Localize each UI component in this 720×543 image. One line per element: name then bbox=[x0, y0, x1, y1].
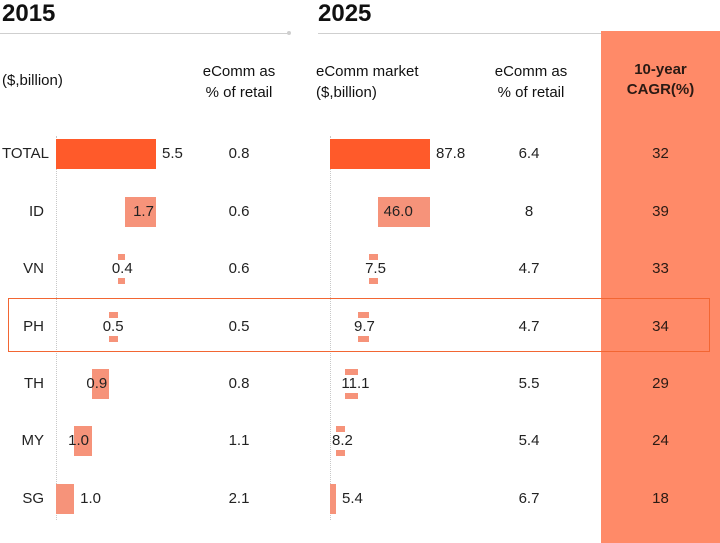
share-2015-header-line1: eComm as bbox=[202, 63, 276, 80]
value-2015-id: 1.7 bbox=[133, 203, 154, 220]
market-2025-header-line1: eComm market bbox=[316, 63, 419, 80]
value-2015-my: 1.0 bbox=[68, 432, 90, 449]
bar-2015-ph-lower bbox=[108, 336, 118, 342]
bar-2025-total bbox=[330, 139, 430, 169]
unit-2015-header: ($,billion) bbox=[2, 72, 63, 89]
share-2025-total: 6.4 bbox=[518, 145, 540, 162]
bar-2025-th bbox=[345, 369, 359, 375]
cagr-header: 10-year CAGR(%) bbox=[601, 60, 720, 100]
value-2025-vn: 7.5 bbox=[365, 260, 386, 277]
share-2015-vn: 0.6 bbox=[228, 260, 250, 277]
rule-2015-end-dot bbox=[287, 31, 291, 35]
value-2025-id: 46.0 bbox=[383, 203, 413, 220]
year-2025-title: 2025 bbox=[318, 0, 372, 27]
bar-2025-my bbox=[336, 426, 346, 432]
share-2015-total: 0.8 bbox=[228, 145, 250, 162]
bar-2025-vn-lower bbox=[369, 278, 378, 284]
country-label-vn: VN bbox=[23, 260, 44, 277]
rule-2025 bbox=[318, 33, 601, 34]
share-2025-header: eComm as % of retail bbox=[476, 61, 586, 103]
bar-2015-vn-lower bbox=[117, 278, 126, 284]
value-2015-total: 5.5 bbox=[162, 145, 183, 162]
share-2015-header-line2: % of retail bbox=[205, 84, 273, 101]
bar-2025-ph bbox=[358, 312, 370, 318]
highlight-row-frame bbox=[8, 298, 710, 352]
share-2025-header-line2: % of retail bbox=[497, 84, 565, 101]
market-2025-header-line2: ($,billion) bbox=[316, 84, 377, 101]
value-2025-ph: 9.7 bbox=[354, 318, 375, 335]
share-2025-header-line1: eComm as bbox=[494, 63, 568, 80]
value-2015-sg: 1.0 bbox=[80, 490, 102, 507]
share-2015-th: 0.8 bbox=[228, 375, 250, 392]
cagr-id: 39 bbox=[652, 203, 669, 220]
bar-2025-vn bbox=[369, 254, 378, 260]
cagr-total: 32 bbox=[652, 145, 669, 162]
country-label-th: TH bbox=[24, 375, 44, 392]
bar-2015-th bbox=[92, 369, 109, 399]
country-label-id: ID bbox=[29, 203, 44, 220]
country-label-ph: PH bbox=[23, 318, 44, 335]
share-2025-vn: 4.7 bbox=[518, 260, 540, 277]
cagr-th: 29 bbox=[652, 375, 669, 392]
bar-2025-id bbox=[377, 197, 430, 227]
bar-2025-ph-lower bbox=[358, 336, 370, 342]
share-2025-th: 5.5 bbox=[518, 375, 540, 392]
share-2015-sg: 2.1 bbox=[228, 490, 250, 507]
country-label-total: TOTAL bbox=[2, 145, 49, 162]
value-2015-th: 0.9 bbox=[86, 375, 108, 392]
value-2025-sg: 5.4 bbox=[342, 490, 363, 507]
share-2025-id: 8 bbox=[524, 203, 534, 220]
cagr-sg: 18 bbox=[652, 490, 669, 507]
cagr-vn: 33 bbox=[652, 260, 669, 277]
share-2025-sg: 6.7 bbox=[518, 490, 540, 507]
value-2015-ph: 0.5 bbox=[102, 318, 124, 335]
year-2015-title: 2015 bbox=[2, 0, 56, 27]
market-2025-header: eComm market ($,billion) bbox=[316, 61, 419, 103]
country-label-sg: SG bbox=[22, 490, 44, 507]
share-2015-id: 0.6 bbox=[228, 203, 250, 220]
value-2025-th: 11.1 bbox=[341, 375, 370, 392]
axis-2015-baseline bbox=[56, 136, 57, 520]
share-2025-ph: 4.7 bbox=[518, 318, 540, 335]
cagr-my: 24 bbox=[652, 432, 669, 449]
bar-2015-total bbox=[56, 139, 156, 169]
country-label-my: MY bbox=[21, 432, 45, 449]
value-2025-total: 87.8 bbox=[436, 145, 466, 162]
value-2015-vn: 0.4 bbox=[111, 260, 133, 277]
cagr-ph: 34 bbox=[652, 318, 669, 335]
cagr-column-background bbox=[601, 31, 720, 543]
bar-2015-my bbox=[74, 426, 93, 456]
share-2015-ph: 0.5 bbox=[228, 318, 250, 335]
share-2025-my: 5.4 bbox=[518, 432, 540, 449]
bar-2025-th-lower bbox=[345, 393, 359, 399]
share-2015-my: 1.1 bbox=[228, 432, 250, 449]
cagr-header-line1: 10-year bbox=[634, 61, 687, 78]
bar-2015-ph bbox=[108, 312, 118, 318]
rule-2015 bbox=[0, 33, 288, 34]
bar-2015-sg bbox=[56, 484, 75, 514]
bar-2015-id bbox=[125, 197, 156, 227]
cagr-header-line2: CAGR(%) bbox=[626, 81, 695, 98]
value-2025-my: 8.2 bbox=[332, 432, 353, 449]
bar-2025-sg bbox=[329, 484, 337, 514]
axis-2025-baseline bbox=[330, 136, 331, 520]
bar-2015-vn bbox=[117, 254, 126, 260]
share-2015-header: eComm as % of retail bbox=[184, 61, 294, 103]
bar-2025-my-lower bbox=[336, 450, 346, 456]
